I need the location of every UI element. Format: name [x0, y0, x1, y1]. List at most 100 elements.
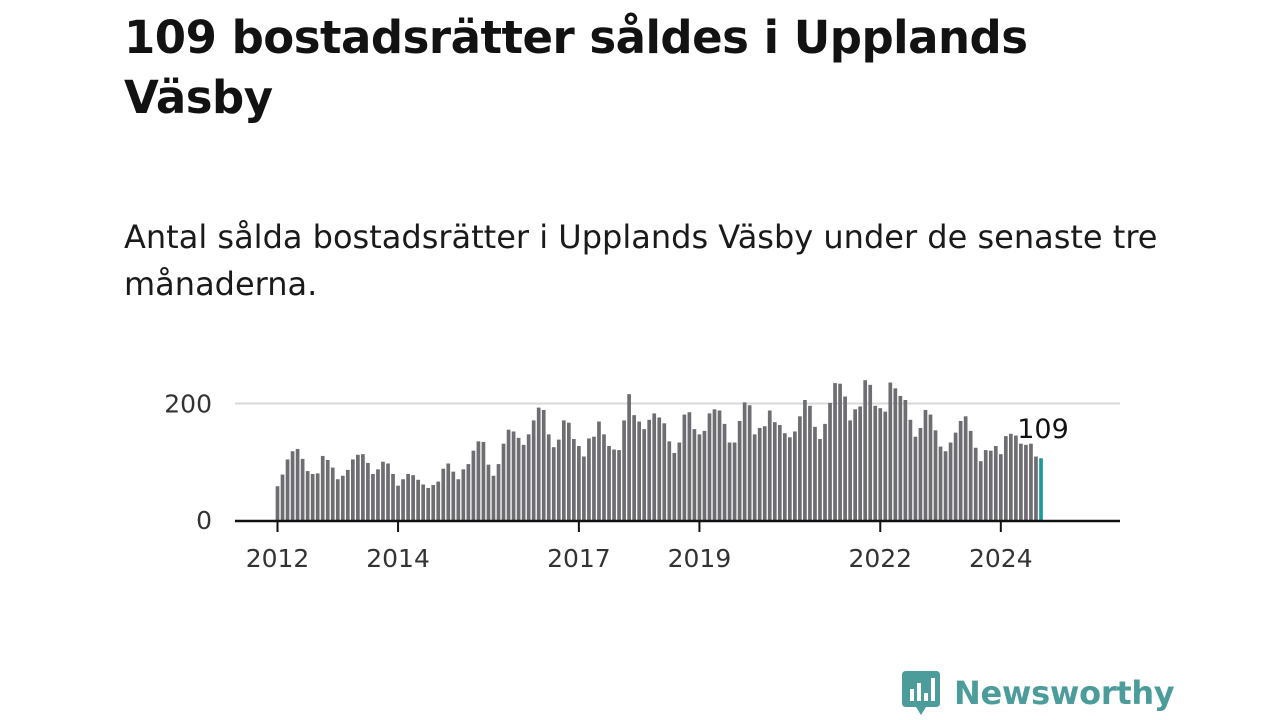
bar: [692, 429, 697, 520]
bar: [345, 469, 350, 520]
bar: [411, 475, 415, 520]
bar: [682, 414, 687, 520]
bar: [335, 479, 340, 520]
bar: [280, 474, 285, 520]
bar: [587, 438, 591, 520]
bar: [788, 437, 792, 520]
bar: [511, 431, 516, 520]
bar: [732, 442, 737, 520]
bar: [632, 415, 636, 520]
bar: [667, 441, 672, 520]
bar: [371, 473, 375, 520]
bar: [491, 475, 496, 520]
bar: [717, 410, 722, 520]
bar: [828, 402, 832, 520]
bar: [888, 382, 893, 520]
bar: [351, 459, 355, 520]
bar: [908, 419, 913, 520]
bar: [727, 442, 732, 520]
bar: [687, 412, 692, 520]
bar: [366, 462, 370, 521]
bar: [742, 402, 747, 520]
last-value-label: 109: [1017, 414, 1069, 445]
bar: [938, 446, 943, 520]
bar: [300, 458, 305, 520]
bar: [431, 485, 436, 520]
bar: [913, 436, 918, 520]
bar: [843, 396, 847, 520]
bar: [747, 405, 752, 520]
bar: [677, 442, 682, 520]
bar: [958, 420, 963, 521]
bar: [873, 405, 878, 520]
bar: [421, 484, 426, 520]
bar: [833, 383, 837, 520]
bar: [582, 456, 586, 520]
bar: [627, 394, 631, 520]
bar: [451, 471, 456, 520]
bar: [808, 405, 812, 520]
bar: [893, 388, 898, 521]
bar: [973, 447, 978, 520]
chart-title: 109 bostadsrätter såldes i Upplands Väsb…: [124, 11, 1028, 124]
bar: [426, 487, 431, 520]
bar: [737, 420, 742, 521]
bar: [777, 425, 782, 520]
x-tick-label: 2014: [366, 544, 430, 573]
bar: [516, 437, 521, 520]
bar: [386, 463, 390, 520]
bar: [968, 430, 973, 520]
bar: [803, 400, 807, 520]
bar: [853, 409, 857, 520]
labels: 0 200 2012 2014 2017 2019 2022 2024 109: [164, 390, 1068, 574]
bar: [305, 471, 310, 520]
bar: [757, 427, 762, 520]
chart-subtitle: Antal sålda bostadsrätter i Upplands Väs…: [124, 218, 1158, 303]
bar: [662, 423, 667, 521]
bar: [928, 414, 933, 520]
bar: [647, 419, 652, 520]
bar: [813, 426, 817, 520]
brand-logo: Newsworthy: [900, 668, 1175, 718]
bar-latest: [1039, 458, 1043, 520]
bar: [506, 429, 511, 520]
bar: [838, 383, 842, 520]
bar: [622, 420, 626, 520]
bar: [340, 475, 345, 520]
bar: [592, 436, 596, 520]
bar: [481, 441, 486, 520]
bar: [858, 406, 863, 520]
bar: [868, 384, 873, 520]
y-tick-label: 200: [164, 390, 212, 419]
bar: [561, 420, 566, 520]
x-tick-label: 2017: [547, 544, 611, 573]
bar: [275, 486, 280, 520]
bar: [466, 464, 471, 520]
bar: [998, 454, 1003, 520]
bar: [767, 410, 772, 520]
x-tick-label: 2022: [848, 544, 912, 573]
bar: [782, 433, 787, 520]
x-tick-label: 2019: [668, 544, 732, 573]
bar: [793, 431, 797, 520]
bar: [903, 400, 908, 520]
bar: [1009, 433, 1013, 520]
y-tick-label: 0: [196, 506, 212, 535]
bar: [566, 422, 571, 520]
bar: [391, 473, 395, 520]
bar: [476, 441, 481, 520]
bar: [501, 443, 506, 520]
bar: [983, 450, 988, 520]
bar: [1029, 443, 1033, 520]
bar: [1034, 456, 1038, 520]
bar: [988, 450, 993, 520]
bar: [320, 455, 325, 521]
bar: [933, 430, 938, 520]
bar: [963, 416, 968, 520]
bar: [878, 408, 883, 520]
bar: [406, 473, 410, 520]
bar: [607, 446, 611, 520]
bar: [285, 459, 290, 520]
bar: [531, 420, 536, 520]
bar: [953, 432, 958, 521]
